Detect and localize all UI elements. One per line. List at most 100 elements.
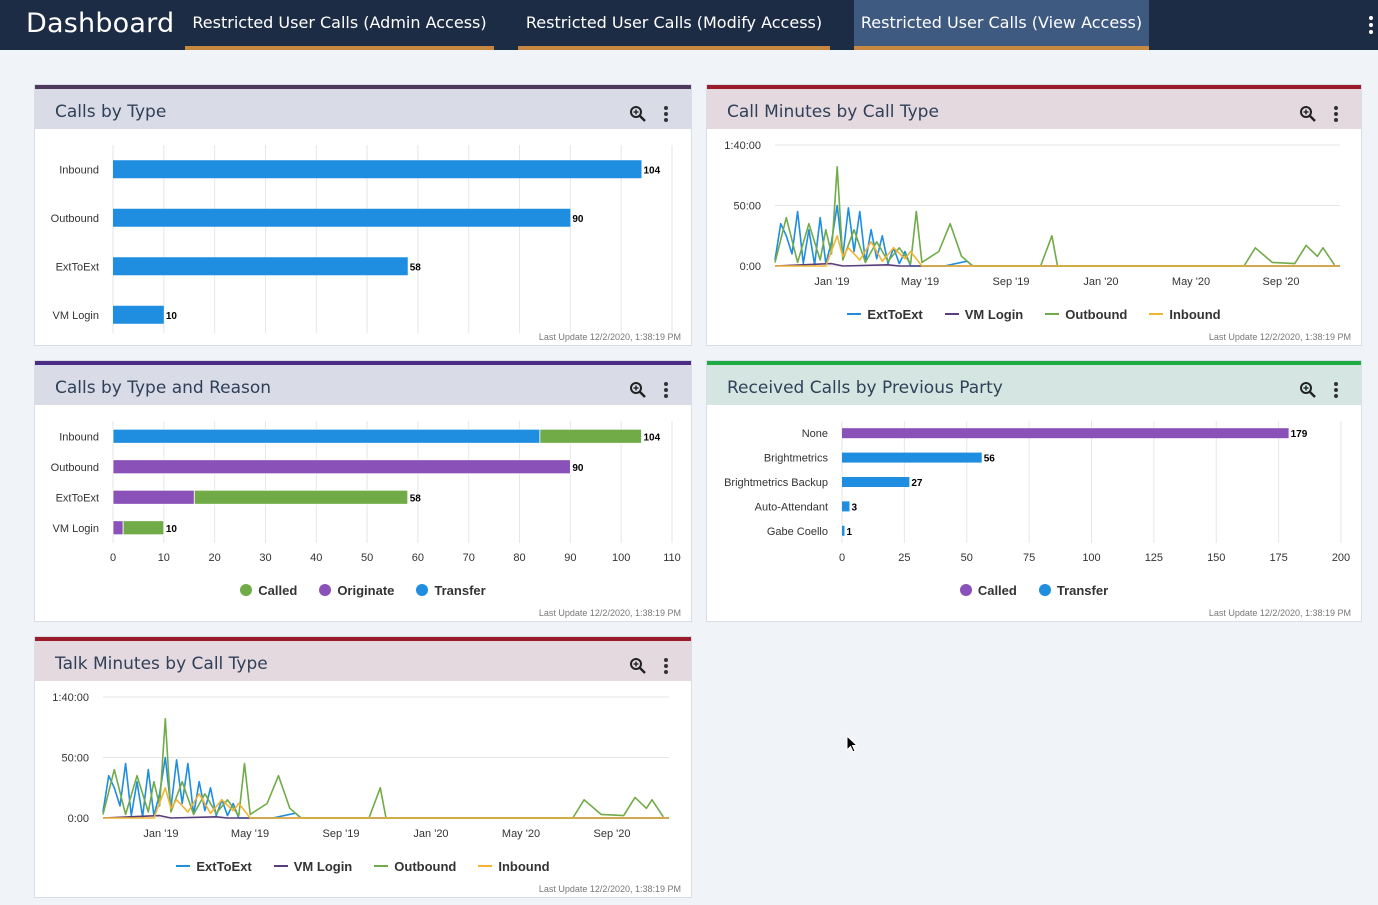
- legend-item[interactable]: Called: [959, 583, 1017, 598]
- bar: [842, 428, 1289, 439]
- legend-item[interactable]: VM Login: [273, 859, 352, 874]
- category-label: Outbound: [51, 213, 99, 225]
- mouse-cursor-icon: [846, 734, 859, 758]
- chart-legend: ExtToExt VM Login Outbound Inbound: [35, 859, 691, 874]
- data-label: 179: [1291, 429, 1308, 440]
- more-vertical-icon[interactable]: [1333, 381, 1339, 399]
- x-tick-label: 75: [1023, 552, 1035, 564]
- bar: [842, 525, 845, 536]
- last-update-label: Last Update 12/2/2020, 1:38:19 PM: [1208, 332, 1351, 342]
- x-tick-label: 10: [158, 552, 170, 564]
- x-tick-label: Jan '20: [413, 828, 448, 840]
- x-tick-label: 25: [898, 552, 910, 564]
- tab-admin-access[interactable]: Restricted User Calls (Admin Access): [185, 0, 494, 50]
- x-tick-label: May '20: [1172, 276, 1210, 288]
- legend-swatch: [416, 584, 429, 596]
- bar: [842, 477, 910, 487]
- chart-legend: ExtToExt VM Login Outbound Inbound: [707, 307, 1361, 322]
- x-tick-label: May '20: [502, 828, 540, 840]
- legend-swatch: [959, 584, 972, 596]
- zoom-icon[interactable]: [1299, 105, 1317, 123]
- x-tick-label: Jan '20: [1083, 276, 1118, 288]
- zoom-icon[interactable]: [629, 105, 647, 123]
- tab-modify-access[interactable]: Restricted User Calls (Modify Access): [518, 0, 830, 50]
- x-tick-label: 125: [1145, 552, 1163, 564]
- x-tick-label: 70: [463, 552, 475, 564]
- legend-item[interactable]: Inbound: [478, 859, 550, 874]
- legend-swatch: [374, 865, 389, 867]
- category-label: Inbound: [59, 164, 99, 176]
- more-vertical-icon[interactable]: [663, 657, 669, 675]
- series-line-outbound: [774, 166, 1336, 267]
- bar: [113, 160, 642, 179]
- call-minutes-line-chart: 1:40:00 50:00 0:00 Jan '19 May '19 Sep '19 Jan…: [724, 140, 1340, 288]
- legend-item[interactable]: VM Login: [944, 307, 1024, 322]
- more-vertical-icon[interactable]: [1364, 14, 1378, 38]
- panel-call-minutes-by-call-type: Call Minutes by Call Type 1:40:00 50:00 0:…: [706, 84, 1362, 346]
- legend-swatch: [944, 313, 959, 315]
- legend-swatch: [847, 313, 862, 315]
- legend-swatch: [176, 865, 191, 867]
- legend-label: Called: [258, 583, 298, 598]
- bar-segment-called: [539, 428, 642, 444]
- panel-title: Received Calls by Previous Party: [727, 378, 1003, 398]
- top-navigation-bar: Dashboard Restricted User Calls (Admin A…: [0, 0, 1378, 50]
- last-update-label: Last Update 12/2/2020, 1:38:19 PM: [1208, 608, 1351, 618]
- panel-title: Talk Minutes by Call Type: [55, 654, 268, 674]
- legend-label: VM Login: [964, 307, 1024, 322]
- talk-minutes-line-chart: 1:40:00 50:00 0:00 Jan '19 May '19 Sep '19 Jan…: [52, 692, 669, 840]
- x-tick-label: Sep '20: [1263, 276, 1300, 288]
- y-tick-label: 50:00: [733, 201, 761, 213]
- legend-swatch: [319, 584, 332, 596]
- legend-item[interactable]: Outbound: [374, 859, 456, 874]
- x-tick-label: 175: [1269, 552, 1287, 564]
- legend-label: ExtToExt: [196, 859, 252, 874]
- bar: [113, 208, 571, 227]
- x-tick-label: 80: [513, 552, 525, 564]
- legend-item[interactable]: ExtToExt: [176, 859, 252, 874]
- legend-item[interactable]: ExtToExt: [847, 307, 923, 322]
- tab-view-access[interactable]: Restricted User Calls (View Access): [854, 0, 1149, 50]
- data-label: 10: [166, 311, 178, 322]
- data-label: 27: [911, 478, 923, 489]
- zoom-icon[interactable]: [629, 657, 647, 675]
- legend-item[interactable]: Inbound: [1149, 307, 1221, 322]
- data-label: 1: [846, 527, 852, 538]
- legend-item[interactable]: Transfer: [416, 583, 486, 598]
- data-label: 56: [984, 454, 996, 465]
- y-tick-label: 50:00: [61, 753, 89, 765]
- legend-item[interactable]: Called: [240, 583, 297, 598]
- data-label: 104: [644, 432, 661, 443]
- y-tick-label: 0:00: [740, 261, 761, 273]
- bar-segment-called: [193, 489, 409, 505]
- category-label: Outbound: [51, 462, 99, 474]
- x-tick-label: Jan '19: [814, 276, 849, 288]
- bar-segment-originate: [112, 489, 195, 505]
- category-label: Brightmetrics: [764, 453, 829, 465]
- received-calls-chart: 0 25 50 75 100 125 150 175 200 None 179 Brightmetri…: [724, 421, 1350, 564]
- bar: [842, 452, 982, 463]
- legend-label: Outbound: [394, 859, 457, 874]
- legend-item[interactable]: Transfer: [1038, 583, 1109, 598]
- last-update-label: Last Update 12/2/2020, 1:38:19 PM: [538, 332, 681, 342]
- bar: [842, 501, 850, 512]
- more-vertical-icon[interactable]: [663, 105, 669, 123]
- panel-header: Calls by Type and Reason: [35, 361, 691, 405]
- more-vertical-icon[interactable]: [1333, 105, 1339, 123]
- zoom-icon[interactable]: [1299, 381, 1317, 399]
- more-vertical-icon[interactable]: [663, 381, 669, 399]
- x-tick-label: 110: [663, 552, 681, 564]
- zoom-icon[interactable]: [629, 381, 647, 399]
- legend-item[interactable]: Outbound: [1045, 307, 1127, 322]
- legend-item[interactable]: Originate: [319, 583, 394, 598]
- panel-received-calls-by-previous-party: Received Calls by Previous Party 0 25 50 75…: [706, 360, 1362, 622]
- x-tick-label: Sep '19: [993, 276, 1030, 288]
- legend-label: Transfer: [1056, 583, 1109, 598]
- category-label: ExtToExt: [56, 261, 99, 273]
- x-tick-label: 30: [259, 552, 271, 564]
- category-label: VM Login: [53, 523, 99, 535]
- data-label: 58: [410, 262, 422, 273]
- last-update-label: Last Update 12/2/2020, 1:38:19 PM: [538, 608, 681, 618]
- legend-swatch: [1038, 584, 1051, 596]
- x-tick-label: 200: [1332, 552, 1350, 564]
